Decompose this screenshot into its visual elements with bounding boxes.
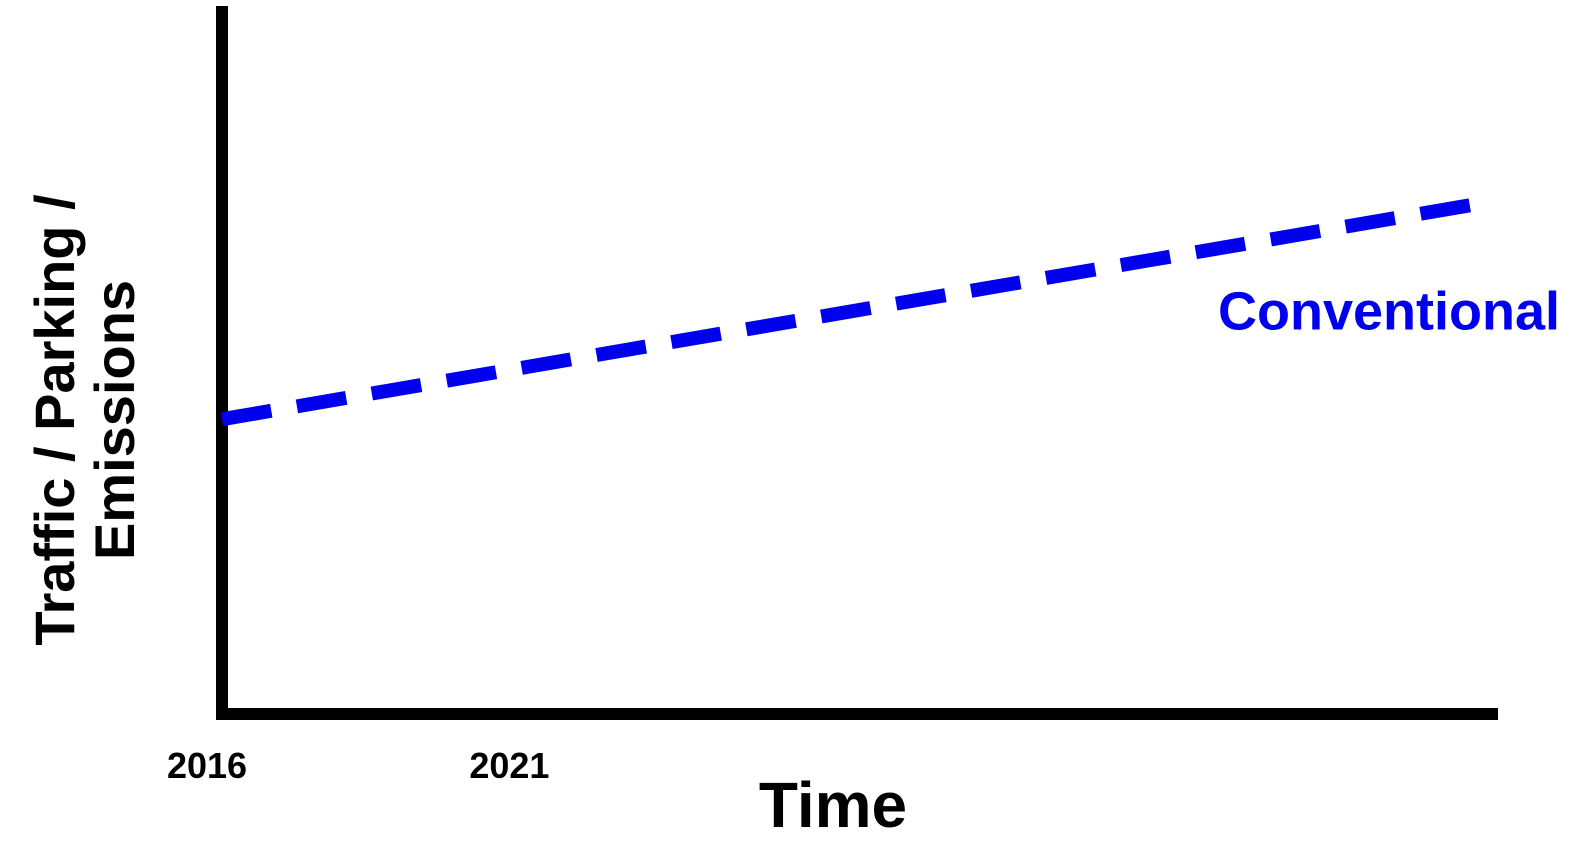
series-line-conventional [220, 194, 1494, 427]
series-layer: Conventional [220, 194, 1560, 427]
x-tick-label-2016: 2016 [167, 745, 247, 786]
x-tick-label-2021: 2021 [469, 745, 549, 786]
y-axis-title-line-2: Emissions [83, 280, 146, 560]
x-axis-title: Time [759, 769, 907, 841]
y-axis-title-group: Traffic / Parking / Emissions [23, 194, 146, 646]
y-axis-title-line-1: Traffic / Parking / [23, 194, 86, 646]
series-label-conventional: Conventional [1218, 282, 1560, 342]
x-tick-labels: 2016 2021 [167, 745, 549, 786]
